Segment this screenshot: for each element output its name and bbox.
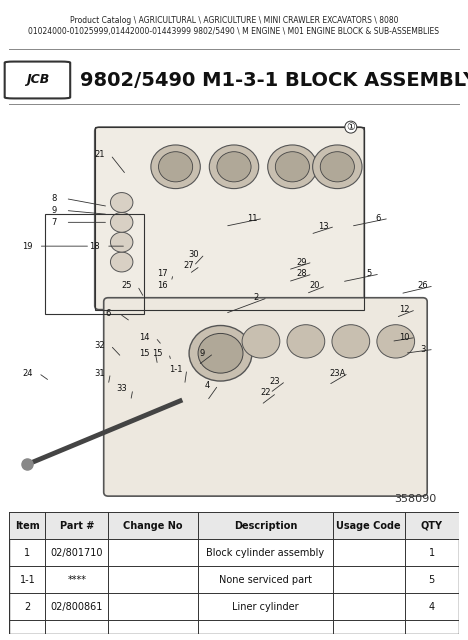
- Text: 13: 13: [319, 222, 329, 231]
- FancyBboxPatch shape: [104, 298, 427, 496]
- Text: Description: Description: [234, 520, 297, 531]
- Text: 26: 26: [417, 282, 428, 291]
- Bar: [45, 214, 144, 314]
- Text: Block cylinder assembly: Block cylinder assembly: [206, 548, 324, 557]
- Circle shape: [189, 326, 252, 381]
- Text: Liner cylinder: Liner cylinder: [232, 602, 299, 612]
- Text: Change No: Change No: [124, 520, 183, 531]
- Circle shape: [268, 145, 317, 189]
- Circle shape: [320, 152, 354, 182]
- Text: JCB: JCB: [26, 74, 49, 86]
- Text: 8: 8: [51, 194, 57, 203]
- Text: Usage Code: Usage Code: [336, 520, 401, 531]
- Text: 29: 29: [296, 257, 307, 266]
- Text: ①: ①: [346, 122, 355, 132]
- Text: 20: 20: [310, 282, 320, 291]
- Text: Part #: Part #: [59, 520, 94, 531]
- Circle shape: [217, 152, 251, 182]
- Text: 5: 5: [366, 269, 372, 278]
- Circle shape: [275, 152, 309, 182]
- Text: 28: 28: [296, 269, 307, 278]
- Circle shape: [332, 324, 370, 358]
- Text: 2: 2: [24, 602, 30, 612]
- Text: 02/801710: 02/801710: [51, 548, 103, 557]
- Circle shape: [110, 193, 133, 212]
- Text: 7: 7: [51, 218, 57, 227]
- Text: 4: 4: [429, 602, 435, 612]
- Text: 1: 1: [429, 548, 435, 557]
- Text: 33: 33: [117, 385, 127, 394]
- Text: 22: 22: [260, 388, 271, 397]
- Text: 23: 23: [269, 376, 280, 385]
- Circle shape: [242, 324, 280, 358]
- Text: 27: 27: [184, 262, 194, 271]
- Text: 30: 30: [188, 250, 199, 259]
- Text: 9: 9: [200, 349, 205, 358]
- Text: 6: 6: [105, 309, 111, 318]
- Circle shape: [110, 232, 133, 252]
- Bar: [95, 127, 364, 310]
- Circle shape: [110, 252, 133, 272]
- Text: QTY: QTY: [421, 520, 443, 531]
- Text: 25: 25: [121, 282, 132, 291]
- Circle shape: [198, 333, 243, 373]
- Text: 16: 16: [157, 282, 168, 291]
- Bar: [9, 512, 459, 539]
- Text: 3: 3: [420, 345, 425, 354]
- Text: 11: 11: [247, 214, 257, 223]
- Circle shape: [209, 145, 259, 189]
- Text: 1: 1: [24, 548, 30, 557]
- Text: 10: 10: [400, 333, 410, 342]
- Text: 1-1: 1-1: [20, 575, 35, 584]
- Text: 358090: 358090: [394, 494, 436, 504]
- Circle shape: [151, 145, 200, 189]
- Text: 6: 6: [375, 214, 380, 223]
- Text: 1-1: 1-1: [169, 365, 183, 374]
- Text: 24: 24: [22, 369, 33, 378]
- Text: Product Catalog \ AGRICULTURAL \ AGRICULTURE \ MINI CRAWLER EXCAVATORS \ 8080 01: Product Catalog \ AGRICULTURAL \ AGRICUL…: [29, 16, 439, 36]
- Text: 02/800861: 02/800861: [51, 602, 103, 612]
- Text: 15: 15: [139, 349, 149, 358]
- Text: 18: 18: [89, 242, 100, 251]
- Text: Item: Item: [15, 520, 40, 531]
- FancyBboxPatch shape: [5, 61, 70, 99]
- Circle shape: [110, 212, 133, 232]
- Text: 17: 17: [157, 269, 168, 278]
- Text: 32: 32: [94, 341, 104, 350]
- Circle shape: [159, 152, 193, 182]
- Text: 5: 5: [429, 575, 435, 584]
- Text: 19: 19: [22, 242, 33, 251]
- Text: 2: 2: [254, 293, 259, 302]
- Text: 4: 4: [205, 381, 210, 390]
- Text: 21: 21: [94, 150, 104, 159]
- Circle shape: [287, 324, 325, 358]
- Text: 14: 14: [139, 333, 149, 342]
- Text: 12: 12: [400, 305, 410, 314]
- Circle shape: [313, 145, 362, 189]
- Text: 9: 9: [51, 206, 57, 215]
- Text: ****: ****: [67, 575, 86, 584]
- Text: 9802/5490 M1-3-1 BLOCK ASSEMBLY: 9802/5490 M1-3-1 BLOCK ASSEMBLY: [80, 70, 468, 90]
- Text: 31: 31: [94, 369, 104, 378]
- Circle shape: [377, 324, 415, 358]
- Text: None serviced part: None serviced part: [219, 575, 312, 584]
- Text: 15: 15: [153, 349, 163, 358]
- Text: 23A: 23A: [329, 369, 345, 378]
- FancyBboxPatch shape: [95, 127, 364, 310]
